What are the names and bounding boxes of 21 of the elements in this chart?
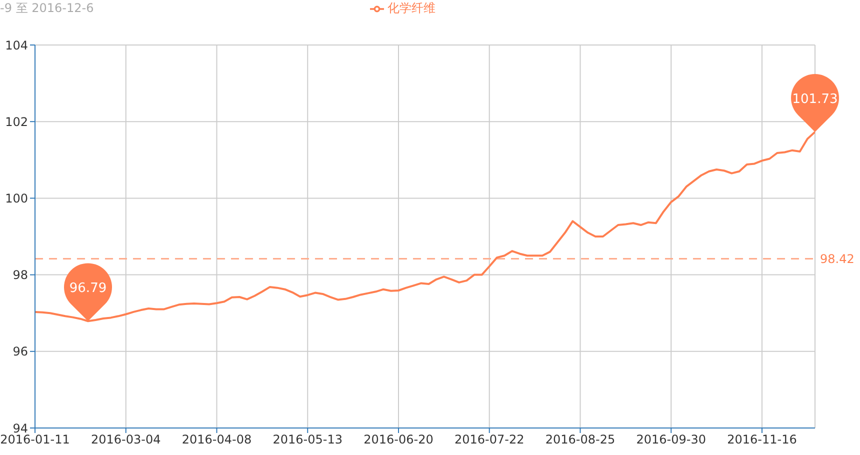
x-tick-label: 2016-08-25 — [545, 432, 616, 447]
annotation: 101.73 — [792, 92, 838, 107]
x-tick-label: 2016-11-16 — [727, 432, 797, 447]
x-tick-label: 2016-06-20 — [364, 432, 434, 447]
x-tick-label: 2016-09-30 — [636, 432, 706, 447]
ref-line-label: 98.42 — [820, 252, 854, 266]
y-tick-label: 104 — [5, 38, 28, 52]
y-tick-label: 100 — [5, 191, 28, 206]
y-tick-label: 102 — [5, 114, 28, 129]
y-tick-label: 96 — [12, 344, 28, 359]
x-tick-label: 2016-01-11 — [0, 432, 70, 447]
annotation: 96.79 — [69, 281, 107, 296]
x-tick-label: 2016-05-13 — [272, 432, 342, 447]
x-tick-label: 2016-07-22 — [454, 432, 524, 447]
legend-label: 化学纤维 — [388, 1, 436, 15]
line-series — [35, 130, 815, 322]
x-tick-label: 2016-03-04 — [91, 432, 161, 447]
y-tick-label: 94 — [12, 421, 28, 436]
x-tick-label: 2016-04-08 — [182, 432, 252, 447]
chart-title: -9 至 2016-12-6 — [0, 0, 94, 17]
y-tick-label: 98 — [12, 268, 28, 282]
